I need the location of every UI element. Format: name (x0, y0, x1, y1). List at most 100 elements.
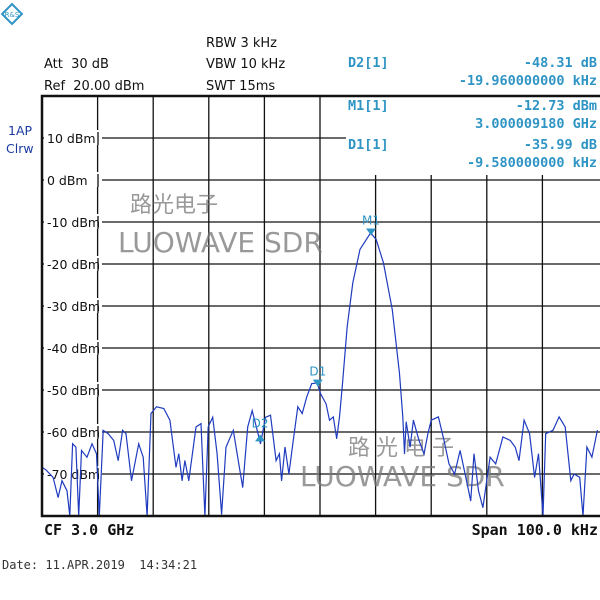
trace-point (495, 463, 497, 465)
trace-point (558, 416, 560, 418)
trace-point (142, 456, 144, 458)
trace-point (117, 460, 119, 461)
trace-point (107, 433, 109, 435)
marker-table-name: D1[1] (348, 137, 389, 153)
trace-point (382, 262, 384, 264)
trace-point (509, 440, 511, 441)
trace-point (336, 438, 338, 440)
marker-table-value: -12.73 dBm (516, 98, 597, 114)
trace-detector-label: 1AP (8, 123, 33, 138)
y-tick-label-bg (44, 214, 102, 229)
marker-d2-icon (255, 434, 266, 442)
trace-point (325, 403, 327, 405)
trace-point (181, 480, 183, 482)
trace-point (597, 429, 598, 431)
trace-point (221, 513, 222, 515)
trace-point (184, 460, 186, 461)
trace-point (579, 476, 581, 478)
rbw-label: RBW 3 kHz (206, 36, 277, 51)
trace-point (409, 446, 411, 448)
trace-point (320, 393, 321, 395)
trace-point (275, 460, 277, 461)
trace-point (113, 440, 115, 441)
trace-point (405, 421, 407, 423)
marker-table-position: -9.580000000 kHz (467, 155, 597, 171)
trace-point (251, 410, 253, 411)
watermark-en-2: LUOWAVE SDR (300, 460, 505, 493)
trace-point (359, 248, 361, 250)
trace-1 (41, 231, 598, 517)
trace-point (564, 426, 566, 428)
marker-d1-label: D1 (309, 365, 326, 379)
center-frequency-label: CF 3.0 GHz (44, 521, 134, 539)
trace-point (464, 473, 466, 475)
trace-point (86, 456, 88, 458)
trace-point (375, 239, 377, 241)
marker-table-value: -48.31 dB (524, 55, 597, 71)
trace-point (75, 446, 77, 448)
trace-point (352, 282, 354, 284)
trace-point (247, 426, 249, 428)
trace-point (502, 436, 504, 438)
trace-point (427, 433, 429, 435)
trace-point (163, 408, 165, 409)
trace-point (45, 469, 47, 471)
trace-point (281, 480, 283, 482)
trace-point (341, 386, 343, 388)
trace-point (591, 456, 593, 458)
trace-point (265, 416, 266, 418)
trace-point (430, 419, 432, 421)
trace-point (329, 419, 330, 421)
trace-point (216, 453, 218, 455)
trace-point (534, 476, 536, 478)
y-tick-label: -40 dBm (47, 341, 100, 356)
trace-point (391, 309, 393, 311)
trace-point (212, 416, 214, 418)
trace-point (256, 429, 258, 431)
attenuation-label: Att 30 dB (44, 57, 109, 72)
marker-info-panel (346, 97, 600, 175)
trace-point (538, 453, 539, 455)
marker-table-name: M1[1] (348, 98, 389, 114)
marker-table-value: -35.99 dB (524, 137, 597, 153)
trace-point (443, 440, 445, 441)
trace-point (470, 500, 472, 502)
trace-point (195, 426, 197, 428)
plot-border (40, 94, 600, 518)
reference-level-label: Ref 20.00 dBm (44, 79, 144, 94)
y-tick-label: -10 dBm (47, 215, 100, 230)
trace-point (482, 507, 484, 508)
trace-point (346, 326, 348, 327)
vbw-label: VBW 10 kHz (206, 57, 285, 72)
trace-point (292, 443, 294, 445)
marker-d2-label: D2 (252, 416, 269, 430)
marker-table-name: D2[1] (348, 55, 389, 71)
y-tick-label: -50 dBm (47, 383, 100, 398)
span-label: Span 100.0 kHz (472, 521, 598, 539)
y-tick-label-bg (44, 298, 102, 313)
watermark-en: LUOWAVE SDR (118, 226, 323, 259)
trace-point (72, 443, 73, 445)
trace-point (301, 413, 303, 414)
trace-point (207, 426, 209, 428)
trace-point (454, 473, 455, 475)
markers: M1 D1 D2 (252, 213, 380, 442)
trace-point (402, 416, 404, 418)
trace-point (448, 463, 450, 465)
trace-point (573, 473, 575, 475)
y-tick-label-bg (44, 340, 102, 355)
trace-point (156, 406, 157, 408)
marker-m1-label: M1 (362, 213, 380, 227)
trace-point (423, 453, 425, 455)
trace-point (570, 480, 572, 482)
trace-point (66, 490, 68, 492)
y-tick-label-bg (44, 256, 102, 271)
trace-point (489, 456, 491, 458)
trace-point (339, 416, 340, 418)
trace-point (81, 450, 82, 451)
trace-point (552, 429, 554, 431)
y-tick-label: -70 dBm (47, 467, 100, 482)
trace-point (297, 406, 299, 408)
trace-point (232, 429, 234, 431)
trace-point (399, 373, 400, 375)
